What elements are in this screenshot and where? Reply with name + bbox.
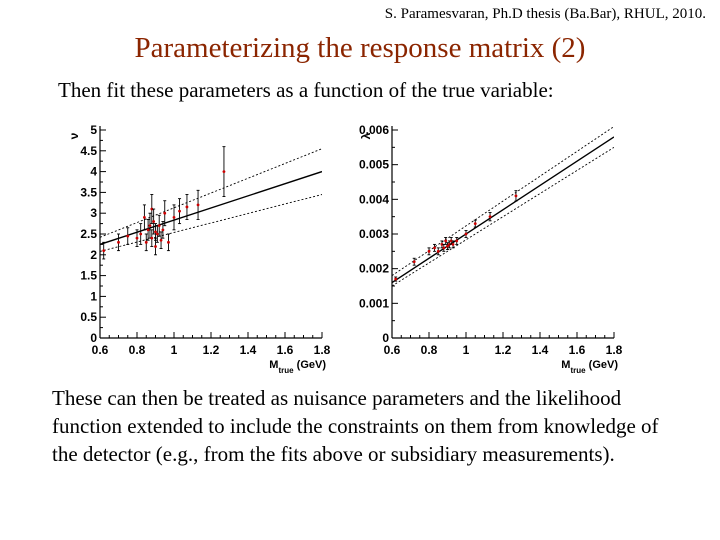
- nu-vs-mtrue-svg: 0 0.5 1 1.5 2 2.5 3 3.5 4 4.5 5 0.6 0.8 1 1.2 1.4 1.6 1.8…: [67, 123, 331, 375]
- body-text: These can then be treated as nuisance pa…: [52, 386, 659, 466]
- data-point: [126, 234, 130, 238]
- lambda-vs-mtrue-plot: 0 0.001 0.002 0.003 0.004 0.005 0.006 0.6 0.8 1 1.…: [358, 118, 638, 376]
- data-point: [154, 230, 157, 234]
- x-tick-label: 0.8: [421, 343, 438, 357]
- nu-vs-mtrue-plot: 0 0.5 1 1.5 2 2.5 3 3.5 4 4.5 5 0.6 0.8 1 1.2 1.4 1.6 1.8…: [66, 118, 346, 376]
- lambda-vs-mtrue-svg: 0 0.001 0.002 0.003 0.004 0.005 0.006 0.6 0.8 1 1.…: [359, 123, 623, 375]
- x-tick-label: 1: [171, 343, 178, 357]
- data-point: [433, 246, 436, 250]
- y-tick-label: 0.003: [359, 227, 389, 241]
- x-tick-label: 1.2: [495, 343, 512, 357]
- data-point: [394, 277, 398, 281]
- intro-text: Then fit these parameters as a function …: [58, 78, 554, 102]
- x-tick-label: 1.4: [240, 343, 257, 357]
- plot-area: [100, 146, 322, 260]
- y-tick-label: 0.004: [359, 192, 389, 206]
- y-tick-label: 1.5: [80, 269, 97, 283]
- data-point: [427, 249, 431, 253]
- data-point: [440, 243, 444, 246]
- y-tick-label: 2: [90, 248, 97, 262]
- data-point: [148, 224, 152, 228]
- data-point: [449, 239, 453, 243]
- data-point: [172, 215, 176, 219]
- x-tick-label: 1.6: [569, 343, 586, 357]
- data-point: [150, 236, 154, 240]
- fit-band-upper: [392, 126, 614, 276]
- x-tick-label: 0.6: [384, 343, 401, 357]
- y-axis-label: λ: [359, 132, 373, 139]
- y-tick-label: 3.5: [80, 185, 97, 199]
- fit-band-lower: [100, 194, 322, 252]
- data-point: [154, 245, 157, 248]
- data-point: [455, 239, 459, 243]
- y-tick-label: 3: [90, 206, 97, 220]
- data-point: [167, 240, 170, 244]
- data-point: [446, 244, 449, 248]
- y-tick-label: 0: [90, 331, 97, 345]
- data-point: [464, 232, 468, 236]
- x-tick-label: 0.8: [129, 343, 146, 357]
- y-tick-label: 0.5: [80, 310, 97, 324]
- y-tick-label: 0.002: [359, 262, 389, 276]
- y-tick-label: 5: [90, 123, 97, 137]
- data-point: [143, 215, 146, 219]
- data-point: [473, 222, 477, 225]
- y-tick-label: 4: [90, 165, 97, 179]
- x-tick-label: 1.8: [606, 343, 623, 357]
- data-point: [163, 211, 167, 215]
- x-axis-label: Mtrue (GeV): [561, 359, 618, 375]
- data-point: [514, 194, 518, 198]
- y-tick-label: 0.005: [359, 158, 389, 172]
- data-point: [185, 205, 189, 209]
- data-point: [117, 240, 120, 244]
- data-point: [178, 209, 181, 213]
- x-axis-label: Mtrue (GeV): [269, 359, 326, 375]
- x-tick-label: 1.8: [314, 343, 331, 357]
- x-tick-label: 0.6: [92, 343, 109, 357]
- data-point: [144, 240, 148, 244]
- fit-line: [100, 170, 322, 246]
- data-point: [155, 232, 159, 236]
- x-tick-label: 1.2: [203, 343, 220, 357]
- data-point: [451, 243, 455, 246]
- y-axis-label: ν: [67, 132, 81, 139]
- data-point: [447, 243, 451, 246]
- y-tick-label: 0.001: [359, 296, 389, 310]
- data-point: [135, 236, 139, 240]
- x-tick-label: 1.4: [532, 343, 549, 357]
- plot-area: [392, 126, 614, 287]
- slide-title: Parameterizing the response matrix (2): [134, 32, 586, 64]
- data-point: [442, 246, 446, 250]
- attribution: S. Paramesvaran, Ph.D thesis (Ba.Bar), R…: [384, 6, 706, 22]
- y-tick-label: 0: [382, 331, 389, 345]
- data-point: [222, 170, 226, 173]
- y-tick-label: 4.5: [80, 144, 97, 158]
- data-point: [161, 228, 165, 232]
- data-point: [159, 238, 163, 242]
- x-tick-label: 1.6: [277, 343, 294, 357]
- y-tick-label: 2.5: [80, 227, 97, 241]
- data-point: [157, 224, 161, 228]
- data-point: [152, 220, 156, 223]
- data-point: [150, 207, 154, 211]
- fit-band-lower: [392, 146, 614, 287]
- data-point: [196, 203, 200, 207]
- x-tick-label: 1: [463, 343, 470, 357]
- data-point: [102, 249, 106, 253]
- data-point: [146, 228, 150, 232]
- y-tick-label: 1: [90, 289, 97, 303]
- data-point: [444, 239, 448, 243]
- data-point: [139, 232, 143, 236]
- data-point: [488, 215, 492, 219]
- y-tick-label: 0.006: [359, 123, 389, 137]
- fit-band-upper: [100, 148, 322, 238]
- fit-line: [392, 136, 614, 284]
- data-point: [436, 249, 440, 253]
- data-point: [412, 260, 416, 264]
